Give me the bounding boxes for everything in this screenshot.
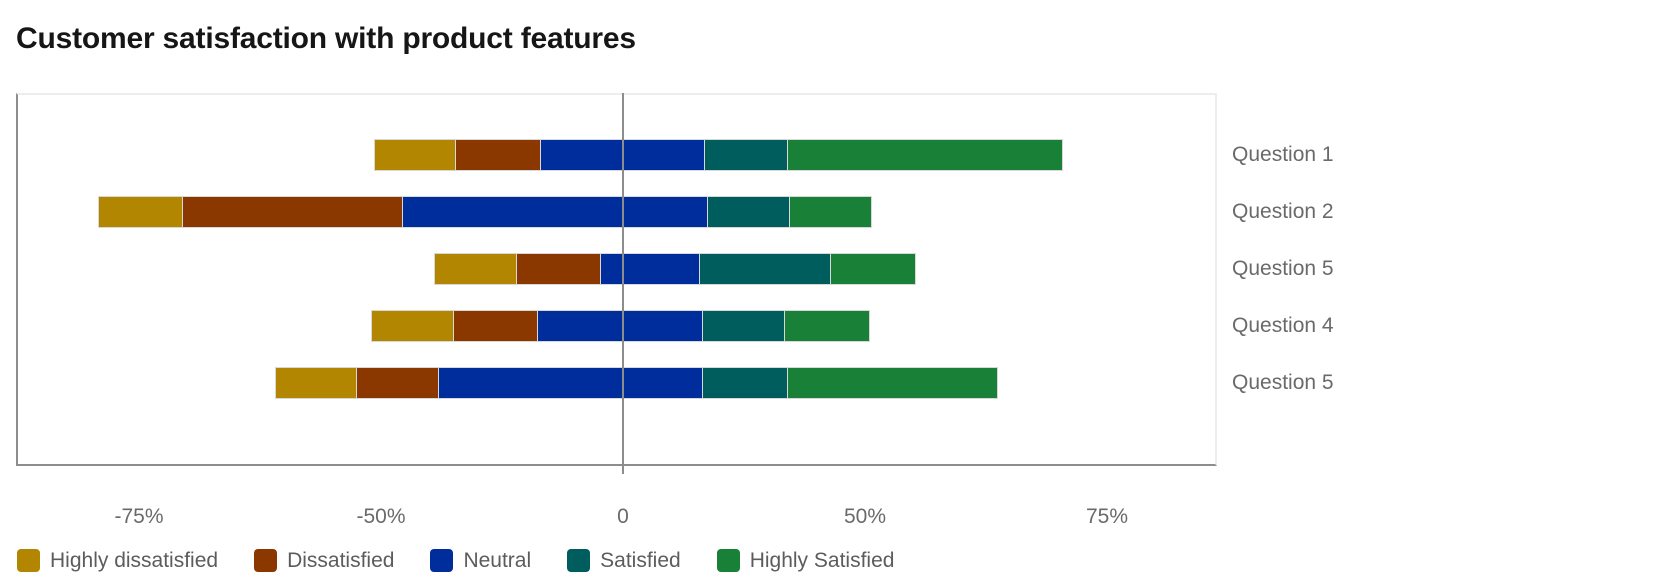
bar-segment-highly-dissatisfied[interactable] [274,367,357,399]
bar-segment-highly-dissatisfied[interactable] [371,310,454,342]
bar-segment-satisfied[interactable] [700,253,832,285]
bar-segment-highly-dissatisfied[interactable] [97,196,183,228]
chart-title: Customer satisfaction with product featu… [16,22,636,55]
legend-item-dissatisfied[interactable]: Dissatisfied [254,548,394,573]
bar-row-question-5-4 [0,367,1672,399]
legend-item-highly-satisfied[interactable]: Highly Satisfied [716,548,895,573]
bar-segment-satisfied[interactable] [702,310,786,342]
bar-segment-highly-satisfied[interactable] [785,310,870,342]
category-label-2: Question 5 [1232,257,1334,280]
legend-item-neutral[interactable]: Neutral [430,548,531,573]
bar-segment-dissatisfied[interactable] [516,253,602,285]
bar-segment-neutral[interactable] [402,196,708,228]
category-label-0: Question 1 [1232,143,1334,166]
bar-segment-dissatisfied[interactable] [356,367,440,399]
bar-segment-satisfied[interactable] [707,196,790,228]
legend: Highly dissatisfied Dissatisfied Neutral Sa… [17,548,894,573]
legend-swatch-icon [567,549,591,572]
bar-segment-neutral[interactable] [439,367,703,399]
legend-label: Neutral [463,549,532,572]
bar-segment-neutral[interactable] [538,310,703,342]
bar-segment-highly-satisfied[interactable] [787,139,1064,171]
legend-swatch-icon [17,549,40,572]
bar-segment-satisfied[interactable] [702,367,788,399]
zero-axis-line [622,93,624,474]
x-tick-label--50-: -50% [356,505,406,528]
x-tick-label-75-: 75% [1085,505,1129,528]
legend-label: Dissatisfied [287,549,395,572]
legend-label: Satisfied [600,549,681,572]
legend-swatch-icon [430,549,454,572]
bar-row-question-2-1 [0,196,1672,228]
bar-segment-highly-dissatisfied[interactable] [373,139,456,171]
bar-segment-dissatisfied[interactable] [456,139,541,171]
x-tick-label--75-: -75% [114,505,164,528]
bar-row-question-4-3 [0,310,1672,342]
bar-segment-neutral[interactable] [601,253,701,285]
bar-segment-highly-dissatisfied[interactable] [434,253,517,285]
bar-segment-dissatisfied[interactable] [182,196,403,228]
bar-segment-highly-satisfied[interactable] [831,253,916,285]
legend-label: Highly Satisfied [749,549,895,572]
bar-segment-highly-satisfied[interactable] [787,367,999,399]
bar-segment-highly-satisfied[interactable] [789,196,873,228]
legend-item-satisfied[interactable]: Satisfied [567,548,681,573]
legend-swatch-icon [254,549,278,572]
bar-segment-satisfied[interactable] [705,139,788,171]
category-label-1: Question 2 [1232,200,1334,223]
legend-label: Highly dissatisfied [50,549,219,572]
x-tick-label-50-: 50% [843,505,887,528]
category-label-4: Question 5 [1232,371,1334,394]
category-label-3: Question 4 [1232,314,1334,337]
x-tick-label-0: 0 [617,505,629,528]
bar-segment-dissatisfied[interactable] [453,310,539,342]
bar-row-question-5-2 [0,253,1672,285]
legend-swatch-icon [716,549,740,572]
bar-row-question-1-0 [0,139,1672,171]
legend-item-highly-dissatisfied[interactable]: Highly dissatisfied [17,548,218,573]
